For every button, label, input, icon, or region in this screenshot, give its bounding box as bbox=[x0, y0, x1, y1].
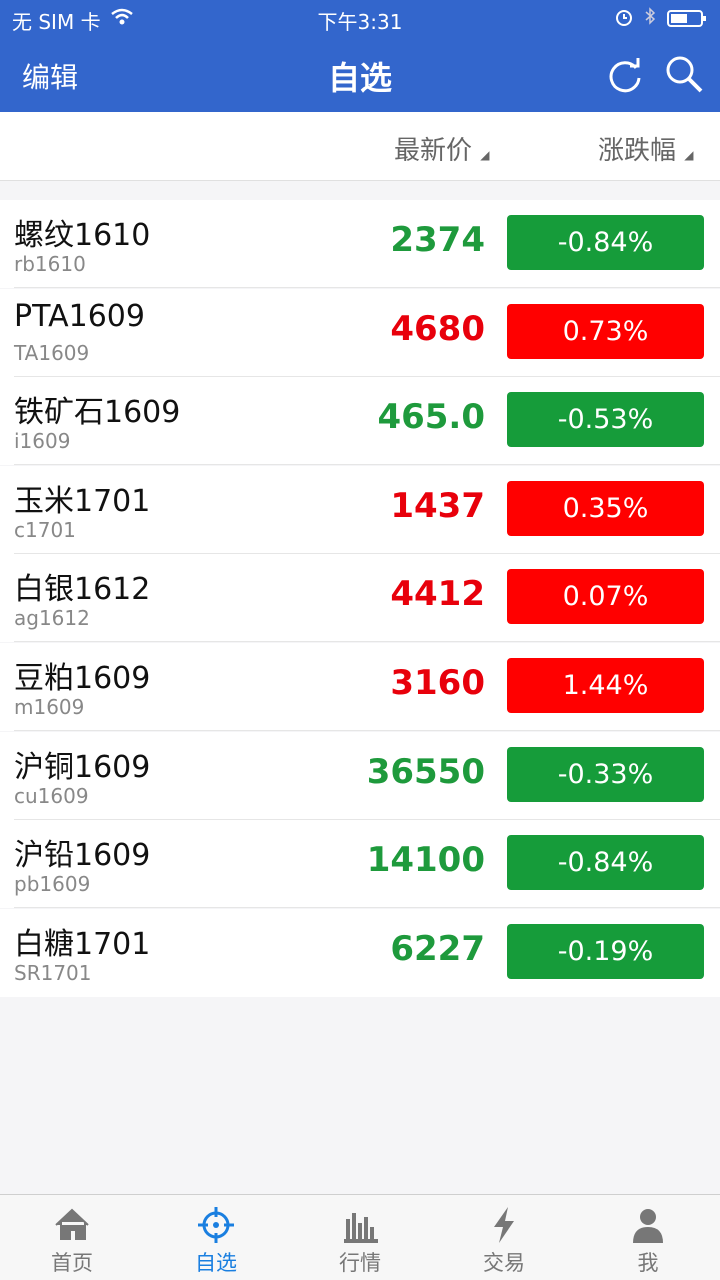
last-price: 6227 bbox=[390, 928, 485, 969]
tab-icon bbox=[494, 1207, 514, 1243]
tab-label: 交易 bbox=[483, 1251, 525, 1275]
quote-row[interactable]: PTA1609 TA1609 4680 0.73% bbox=[0, 288, 720, 377]
change-badge: 1.44% bbox=[507, 658, 704, 713]
wifi-icon bbox=[111, 8, 133, 25]
column-label: 最新价 bbox=[394, 136, 473, 166]
row-divider bbox=[14, 375, 720, 377]
price-column[interactable]: 最新价 ◢ bbox=[394, 136, 490, 166]
change-column[interactable]: 涨跌幅 ◢ bbox=[598, 136, 694, 166]
contract-code: c1701 bbox=[14, 517, 76, 542]
tab-bar: 首页 自选 行情 交易 我 bbox=[0, 1194, 720, 1280]
row-divider bbox=[14, 552, 720, 554]
column-header: 最新价 ◢ 涨跌幅 ◢ bbox=[0, 112, 720, 181]
tab-item[interactable]: 行情 bbox=[288, 1195, 432, 1280]
search-button[interactable] bbox=[664, 54, 704, 94]
row-divider bbox=[14, 464, 720, 466]
top-bar: 无 SIM 卡 下午3:31 编辑 自选 bbox=[0, 0, 720, 112]
clock: 下午3:31 bbox=[317, 10, 403, 34]
change-badge: -0.84% bbox=[507, 215, 704, 270]
tab-label: 我 bbox=[637, 1251, 659, 1275]
change-badge: 0.07% bbox=[507, 569, 704, 625]
tab-icon bbox=[633, 1209, 663, 1243]
refresh-button[interactable] bbox=[606, 56, 644, 94]
row-divider bbox=[14, 641, 720, 643]
change-badge: -0.19% bbox=[507, 923, 704, 979]
contract-name: 沪铅1609 bbox=[14, 838, 151, 874]
last-price: 4412 bbox=[390, 574, 485, 615]
quote-row[interactable]: 玉米1701 c1701 1437 0.35% bbox=[0, 465, 720, 554]
tab-icon bbox=[55, 1208, 89, 1240]
tab-label: 行情 bbox=[339, 1251, 381, 1275]
change-badge: -0.33% bbox=[507, 746, 704, 802]
edit-button[interactable]: 编辑 bbox=[22, 61, 79, 94]
row-divider bbox=[14, 287, 720, 288]
change-badge: -0.53% bbox=[507, 392, 704, 448]
change-badge: -0.84% bbox=[507, 835, 704, 891]
tab-item[interactable]: 自选 bbox=[144, 1195, 288, 1280]
contract-name: 螺纹1610 bbox=[14, 218, 151, 253]
carrier: 无 SIM 卡 bbox=[12, 10, 101, 34]
contract-code: m1609 bbox=[14, 695, 85, 719]
contract-code: SR1701 bbox=[14, 960, 92, 985]
tab-item[interactable]: 首页 bbox=[0, 1195, 144, 1280]
quote-row[interactable]: 沪铜1609 cu1609 36550 -0.33% bbox=[0, 731, 720, 820]
quote-row[interactable]: 豆粕1609 m1609 3160 1.44% bbox=[0, 643, 720, 731]
change-badge: 0.73% bbox=[507, 303, 704, 359]
row-divider bbox=[14, 730, 720, 731]
status-icons bbox=[616, 7, 706, 27]
quote-row[interactable]: 白糖1701 SR1701 6227 -0.19% bbox=[0, 908, 720, 997]
quote-row[interactable]: 铁矿石1609 i1609 465.0 -0.53% bbox=[0, 377, 720, 466]
contract-name: 玉米1701 bbox=[14, 483, 151, 519]
quote-row[interactable]: 沪铅1609 pb1609 14100 -0.84% bbox=[0, 820, 720, 909]
row-divider bbox=[14, 818, 720, 820]
contract-code: cu1609 bbox=[14, 783, 89, 808]
quote-row[interactable]: 螺纹1610 rb1610 2374 -0.84% bbox=[0, 200, 720, 288]
last-price: 14100 bbox=[366, 840, 485, 881]
contract-name: 沪铜1609 bbox=[14, 749, 151, 785]
tab-label: 首页 bbox=[51, 1251, 93, 1275]
column-label: 涨跌幅 bbox=[598, 136, 677, 166]
last-price: 1437 bbox=[390, 485, 485, 526]
contract-name: 白银1612 bbox=[14, 572, 151, 608]
tab-icon bbox=[198, 1207, 234, 1243]
tab-item[interactable]: 我 bbox=[576, 1195, 720, 1280]
tab-item[interactable]: 交易 bbox=[432, 1195, 576, 1280]
last-price: 3160 bbox=[390, 663, 485, 703]
contract-name: PTA1609 bbox=[14, 298, 145, 334]
contract-code: i1609 bbox=[14, 429, 71, 454]
contract-code: rb1610 bbox=[14, 252, 86, 276]
contract-name: 豆粕1609 bbox=[14, 661, 151, 696]
last-price: 2374 bbox=[390, 220, 485, 260]
tab-icon bbox=[344, 1213, 378, 1243]
contract-code: pb1609 bbox=[14, 872, 91, 897]
last-price: 36550 bbox=[366, 751, 485, 792]
contract-name: 铁矿石1609 bbox=[14, 395, 181, 431]
contract-code: ag1612 bbox=[14, 606, 90, 631]
nav-title: 自选 bbox=[327, 59, 392, 97]
contract-code: TA1609 bbox=[14, 340, 90, 365]
change-badge: 0.35% bbox=[507, 480, 704, 536]
tab-label: 自选 bbox=[195, 1251, 237, 1275]
last-price: 4680 bbox=[390, 308, 485, 349]
quote-row[interactable]: 白银1612 ag1612 4412 0.07% bbox=[0, 554, 720, 643]
last-price: 465.0 bbox=[377, 397, 485, 438]
contract-name: 白糖1701 bbox=[14, 926, 151, 962]
row-divider bbox=[14, 907, 720, 909]
